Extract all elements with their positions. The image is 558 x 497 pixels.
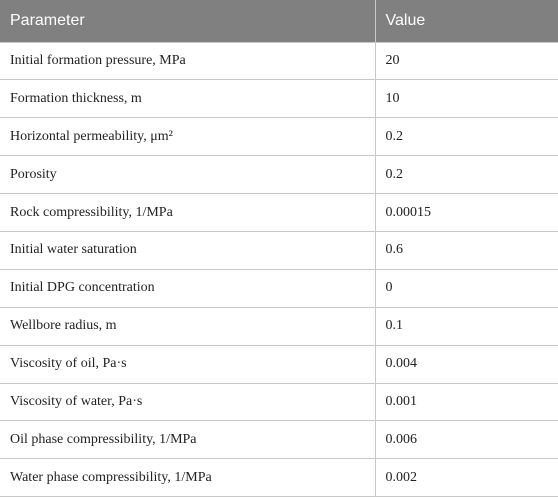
table-row: Rock compressibility, 1/MPa 0.00015 <box>0 193 558 232</box>
value-cell: 10 <box>374 79 558 119</box>
value-cell: 0.6 <box>374 230 558 270</box>
table-row: Wellbore radius, m 0.1 <box>0 306 558 346</box>
table-row: Porosity 0.2 <box>0 155 558 195</box>
value-cell: 0 <box>374 268 558 308</box>
parameter-cell: Horizontal permeability, μm² <box>0 117 376 157</box>
table-row: Oil phase compressibility, 1/MPa 0.006 <box>0 420 558 460</box>
value-cell: 0.2 <box>374 155 558 195</box>
parameter-cell: Wellbore radius, m <box>0 306 376 346</box>
parameter-cell: Water phase compressibility, 1/MPa <box>0 458 376 497</box>
parameter-cell: Viscosity of oil, Pa·s <box>0 344 376 384</box>
value-cell: 0.001 <box>374 382 558 422</box>
table-row: Formation thickness, m 10 <box>0 79 558 119</box>
table-row: Initial water saturation 0.6 <box>0 230 558 270</box>
table-row: Viscosity of oil, Pa·s 0.004 <box>0 344 558 384</box>
header-cell: Parameter <box>0 0 376 42</box>
value-cell: 0.2 <box>374 117 558 157</box>
value-cell: 0.004 <box>374 344 558 384</box>
table-row: Initial formation pressure, MPa 20 <box>0 41 558 81</box>
parameter-cell: Oil phase compressibility, 1/MPa <box>0 420 376 460</box>
value-cell: 20 <box>374 41 558 81</box>
table-row: Initial DPG concentration 0 <box>0 268 558 308</box>
value-cell: 0.006 <box>374 420 558 460</box>
parameter-cell: Initial water saturation <box>0 230 376 270</box>
table-row: Horizontal permeability, μm² 0.2 <box>0 117 558 157</box>
parameter-cell: Porosity <box>0 155 376 195</box>
value-cell: 0.00015 <box>374 193 558 232</box>
parameter-cell: Initial DPG concentration <box>0 268 376 308</box>
parameter-cell: Initial formation pressure, MPa <box>0 41 376 81</box>
header-cell: Value <box>375 0 558 42</box>
header-row: Parameter Value <box>0 0 558 42</box>
table-row: Viscosity of water, Pa·s 0.001 <box>0 382 558 422</box>
parameter-cell: Viscosity of water, Pa·s <box>0 382 376 422</box>
parameter-cell: Formation thickness, m <box>0 79 376 119</box>
value-cell: 0.1 <box>374 306 558 346</box>
parameter-cell: Rock compressibility, 1/MPa <box>0 193 376 232</box>
value-cell: 0.002 <box>374 458 558 497</box>
table-row: Water phase compressibility, 1/MPa 0.002 <box>0 458 558 497</box>
